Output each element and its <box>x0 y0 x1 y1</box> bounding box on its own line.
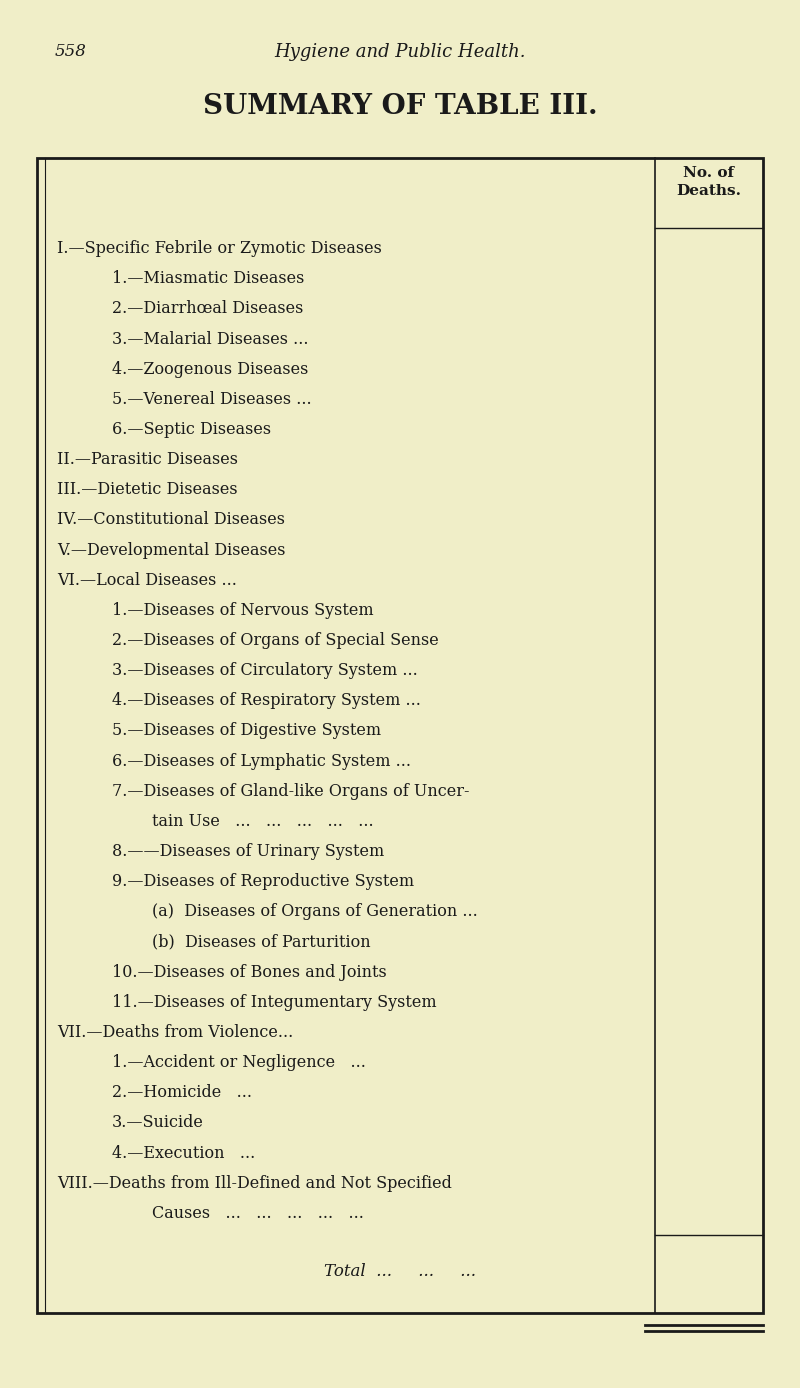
Text: 3.—Diseases of Circulatory System ...: 3.—Diseases of Circulatory System ... <box>112 662 418 679</box>
Text: Causes   ...   ...   ...   ...   ...: Causes ... ... ... ... ... <box>152 1205 364 1221</box>
Text: IV.—Constitutional Diseases: IV.—Constitutional Diseases <box>57 511 285 529</box>
Text: 5.—Venereal Diseases ...: 5.—Venereal Diseases ... <box>112 391 312 408</box>
Text: 9.—Diseases of Reproductive System: 9.—Diseases of Reproductive System <box>112 873 414 890</box>
Text: Hygiene and Public Health.: Hygiene and Public Health. <box>274 43 526 61</box>
Text: 4.—Zoogenous Diseases: 4.—Zoogenous Diseases <box>112 361 308 378</box>
Text: V.—Developmental Diseases: V.—Developmental Diseases <box>57 541 286 558</box>
Text: Deaths.: Deaths. <box>677 185 742 198</box>
Text: 558: 558 <box>55 43 87 60</box>
Text: 4.—Diseases of Respiratory System ...: 4.—Diseases of Respiratory System ... <box>112 693 421 709</box>
Text: II.—Parasitic Diseases: II.—Parasitic Diseases <box>57 451 238 468</box>
Text: SUMMARY OF TABLE III.: SUMMARY OF TABLE III. <box>202 93 598 119</box>
Text: 2.—Homicide   ...: 2.—Homicide ... <box>112 1084 252 1101</box>
Text: 1.—Miasmatic Diseases: 1.—Miasmatic Diseases <box>112 271 304 287</box>
Text: 5.—Diseases of Digestive System: 5.—Diseases of Digestive System <box>112 723 381 740</box>
Text: VIII.—Deaths from Ill-Defined and Not Specified: VIII.—Deaths from Ill-Defined and Not Sp… <box>57 1174 452 1192</box>
Text: 6.—Diseases of Lymphatic System ...: 6.—Diseases of Lymphatic System ... <box>112 752 411 769</box>
Text: 3.—Malarial Diseases ...: 3.—Malarial Diseases ... <box>112 330 309 347</box>
Text: 8.——Diseases of Urinary System: 8.——Diseases of Urinary System <box>112 843 384 861</box>
Text: Total  ...     ...     ...: Total ... ... ... <box>324 1263 476 1280</box>
Text: III.—Dietetic Diseases: III.—Dietetic Diseases <box>57 482 238 498</box>
Text: 1.—Accident or Negligence   ...: 1.—Accident or Negligence ... <box>112 1053 366 1072</box>
Text: 1.—Diseases of Nervous System: 1.—Diseases of Nervous System <box>112 602 374 619</box>
Text: 6.—Septic Diseases: 6.—Septic Diseases <box>112 421 271 439</box>
Text: No. of: No. of <box>683 167 734 180</box>
Text: tain Use   ...   ...   ...   ...   ...: tain Use ... ... ... ... ... <box>152 813 374 830</box>
Text: (b)  Diseases of Parturition: (b) Diseases of Parturition <box>152 934 370 951</box>
Text: 7.—Diseases of Gland-like Organs of Uncer-: 7.—Diseases of Gland-like Organs of Unce… <box>112 783 470 799</box>
Text: 2.—Diseases of Organs of Special Sense: 2.—Diseases of Organs of Special Sense <box>112 632 438 650</box>
Text: 10.—Diseases of Bones and Joints: 10.—Diseases of Bones and Joints <box>112 963 386 981</box>
Text: I.—Specific Febrile or Zymotic Diseases: I.—Specific Febrile or Zymotic Diseases <box>57 240 382 257</box>
Text: VII.—Deaths from Violence...: VII.—Deaths from Violence... <box>57 1024 294 1041</box>
Bar <box>37 158 763 1313</box>
Text: 2.—Diarrhœal Diseases: 2.—Diarrhœal Diseases <box>112 300 303 318</box>
Text: 4.—Execution   ...: 4.—Execution ... <box>112 1145 255 1162</box>
Text: (a)  Diseases of Organs of Generation ...: (a) Diseases of Organs of Generation ... <box>152 904 478 920</box>
Text: 3.—Suicide: 3.—Suicide <box>112 1115 204 1131</box>
Text: 11.—Diseases of Integumentary System: 11.—Diseases of Integumentary System <box>112 994 437 1010</box>
Text: VI.—Local Diseases ...: VI.—Local Diseases ... <box>57 572 237 589</box>
